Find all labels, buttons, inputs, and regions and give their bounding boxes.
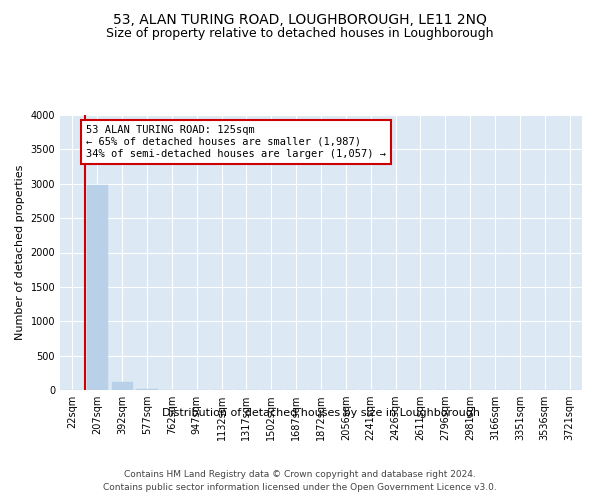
Text: 53, ALAN TURING ROAD, LOUGHBOROUGH, LE11 2NQ: 53, ALAN TURING ROAD, LOUGHBOROUGH, LE11… (113, 12, 487, 26)
Y-axis label: Number of detached properties: Number of detached properties (15, 165, 25, 340)
Text: Distribution of detached houses by size in Loughborough: Distribution of detached houses by size … (162, 408, 480, 418)
Bar (87, 184, 108, 390)
Text: Size of property relative to detached houses in Loughborough: Size of property relative to detached ho… (106, 28, 494, 40)
Bar (112, 382, 133, 390)
Text: 53 ALAN TURING ROAD: 125sqm
← 65% of detached houses are smaller (1,987)
34% of : 53 ALAN TURING ROAD: 125sqm ← 65% of det… (86, 126, 386, 158)
Text: Contains HM Land Registry data © Crown copyright and database right 2024.
Contai: Contains HM Land Registry data © Crown c… (103, 470, 497, 492)
